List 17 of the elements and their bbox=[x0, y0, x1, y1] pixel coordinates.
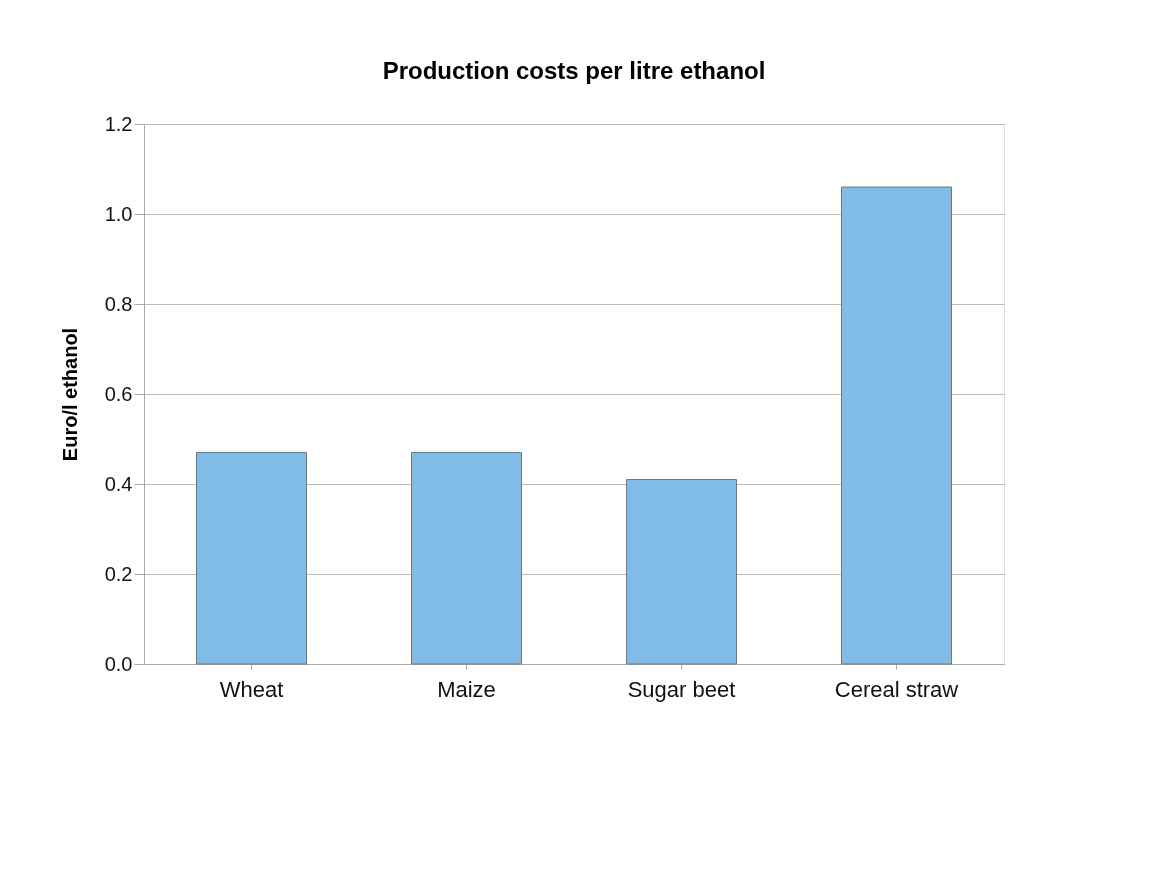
y-tick-label: 0.0 bbox=[104, 652, 133, 675]
x-tick-label: Sugar beet bbox=[627, 676, 736, 702]
y-tick-label: 1.2 bbox=[104, 112, 133, 135]
bar bbox=[626, 479, 737, 665]
x-tick-label: Cereal straw bbox=[834, 676, 959, 702]
y-tick-label: 0.8 bbox=[104, 292, 133, 315]
bar bbox=[196, 452, 307, 665]
y-tick-label: 0.2 bbox=[104, 562, 133, 585]
bar bbox=[411, 452, 522, 665]
x-tick-label: Wheat bbox=[219, 676, 284, 702]
y-tick-label: 0.6 bbox=[104, 382, 133, 405]
x-tick-label: Maize bbox=[437, 676, 496, 702]
bar bbox=[841, 186, 952, 665]
y-tick-label: 1.0 bbox=[104, 202, 133, 225]
y-axis-title: Euro/l ethanol bbox=[58, 327, 81, 462]
chart-title: Production costs per litre ethanol bbox=[382, 57, 766, 84]
y-tick-label: 0.4 bbox=[104, 472, 133, 495]
